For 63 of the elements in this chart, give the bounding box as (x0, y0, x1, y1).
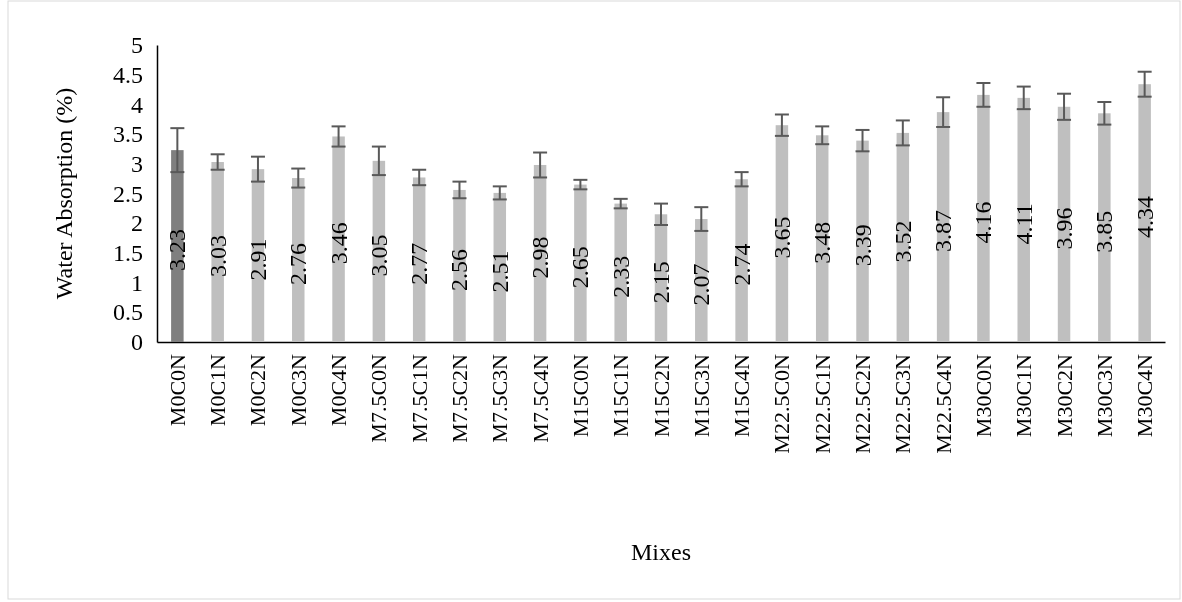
data-label: 2.74 (728, 243, 755, 286)
data-label: 2.56 (446, 248, 473, 291)
x-tick-label: M22.5C2N (850, 353, 876, 454)
x-tick-label: M0C0N (164, 353, 190, 427)
y-tick-label: 1.5 (113, 240, 143, 267)
x-tick-label: M7.5C4N (527, 353, 553, 443)
x-tick-label: M22.5C1N (809, 353, 835, 454)
x-tick-label: M15C3N (688, 353, 714, 438)
data-label: 2.77 (406, 242, 433, 285)
x-tick-label: M7.5C2N (446, 353, 472, 443)
x-tick-label: M7.5C3N (487, 353, 513, 443)
data-label: 4.16 (970, 201, 997, 244)
data-label: 3.23 (164, 229, 191, 272)
data-label: 3.87 (930, 210, 957, 253)
x-tick-label: M15C2N (648, 353, 674, 438)
x-tick-label: M22.5C0N (769, 353, 795, 454)
data-label: 2.07 (688, 263, 715, 306)
x-tick-label: M22.5C3N (890, 353, 916, 454)
x-tick-label: M15C4N (729, 353, 755, 438)
y-tick-label: 0.5 (113, 299, 143, 326)
data-label: 2.91 (244, 238, 271, 281)
data-label: 3.85 (1091, 210, 1118, 253)
y-tick-label: 2.5 (113, 180, 143, 207)
data-label: 3.46 (325, 222, 352, 265)
data-label: 3.65 (768, 216, 795, 259)
data-label: 2.51 (486, 250, 513, 293)
data-label: 4.11 (1010, 203, 1037, 245)
x-tick-label: M30C0N (970, 353, 996, 438)
x-tick-label: M30C2N (1051, 353, 1077, 438)
data-label: 2.98 (527, 236, 554, 279)
x-axis-title: Mixes (631, 539, 691, 565)
data-label: 4.34 (1131, 196, 1158, 239)
data-label: 2.76 (285, 243, 312, 286)
data-label: 2.15 (648, 261, 674, 304)
y-tick-label: 0 (131, 329, 143, 356)
x-tick-label: M15C0N (567, 353, 593, 438)
x-tick-label: M0C4N (326, 353, 352, 427)
data-label: 2.33 (607, 255, 634, 298)
x-tick-label: M30C4N (1132, 353, 1158, 438)
x-tick-label: M0C1N (205, 353, 231, 427)
x-tick-label: M30C1N (1011, 353, 1037, 438)
x-tick-label: M30C3N (1091, 353, 1117, 438)
y-tick-label: 4 (131, 91, 143, 118)
data-label: 3.48 (809, 221, 836, 264)
y-tick-label: 3.5 (113, 121, 143, 148)
data-label: 2.65 (567, 246, 594, 289)
x-tick-label: M0C2N (245, 353, 271, 427)
data-label: 3.52 (889, 220, 916, 263)
y-tick-label: 1 (131, 269, 143, 296)
x-tick-label: M22.5C4N (930, 353, 956, 454)
data-label: 3.05 (365, 234, 392, 277)
data-label: 3.03 (204, 235, 231, 278)
x-tick-label: M0C3N (285, 353, 311, 427)
x-tick-label: M15C1N (608, 353, 634, 438)
x-tick-label: M7.5C0N (366, 353, 392, 443)
x-tick-label: M7.5C1N (406, 353, 432, 443)
data-label: 3.39 (849, 224, 876, 267)
data-label: 3.96 (1051, 207, 1078, 250)
y-tick-label: 5 (131, 32, 143, 59)
y-tick-label: 3 (131, 150, 143, 177)
y-axis-title: Water Absorption (%) (51, 87, 77, 300)
y-tick-label: 2 (131, 210, 143, 237)
y-tick-label: 4.5 (113, 61, 143, 88)
